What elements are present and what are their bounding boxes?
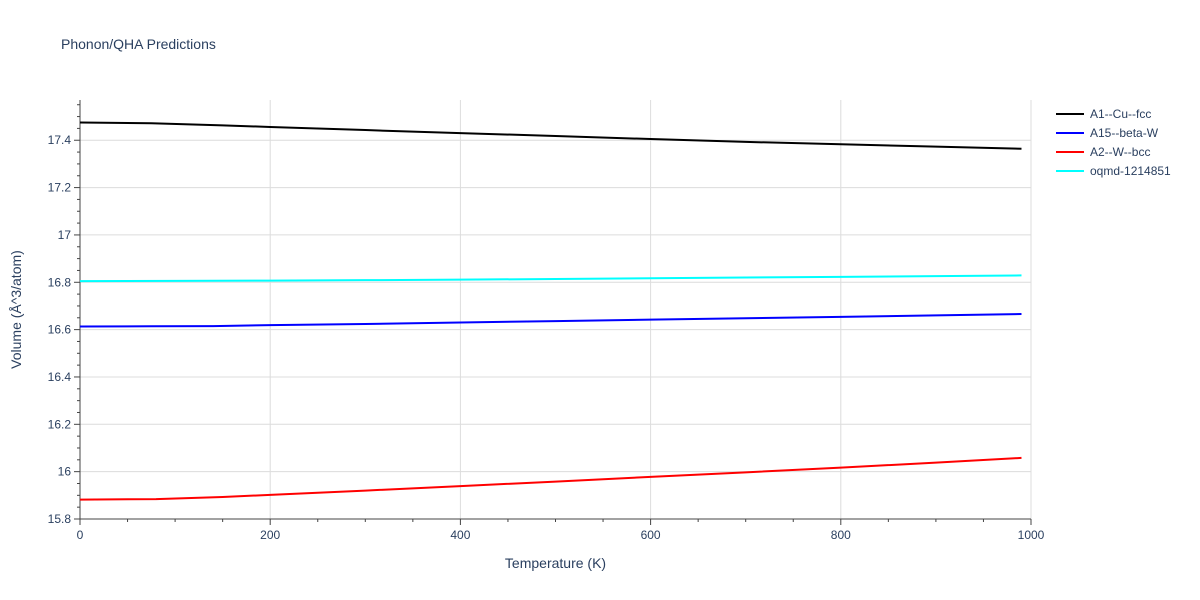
axes: 0 200 400 600 800 1000 15.8 16 16.2 16.4 16.6 16.8 1… xyxy=(48,100,1045,542)
x-tick-label: 800 xyxy=(831,528,851,542)
x-axis-title: Temperature (K) xyxy=(505,555,606,571)
series-line-4 xyxy=(79,274,1022,283)
series-line-1 xyxy=(79,121,1022,150)
series-line-3 xyxy=(79,456,1022,501)
y-tick-label: 15.8 xyxy=(48,512,72,526)
grid-lines xyxy=(80,100,1032,520)
y-tick-label: 16.2 xyxy=(48,417,72,431)
y-tick-label: 16 xyxy=(58,465,72,479)
x-tick-label: 200 xyxy=(260,528,280,542)
legend-item[interactable]: A2--W--bcc xyxy=(1056,145,1150,159)
y-tick-label: 17.2 xyxy=(48,181,72,195)
legend-item[interactable]: oqmd-1214851 xyxy=(1056,164,1171,178)
legend-label: A15--beta-W xyxy=(1090,126,1159,140)
y-tick-label: 17.4 xyxy=(48,133,72,147)
legend: A1--Cu--fcc A15--beta-W A2--W--bcc oqmd-121… xyxy=(1056,107,1171,178)
legend-item[interactable]: A1--Cu--fcc xyxy=(1056,107,1151,121)
x-tick-label: 600 xyxy=(641,528,661,542)
legend-label: A2--W--bcc xyxy=(1090,145,1150,159)
y-axis-title: Volume (Å^3/atom) xyxy=(8,250,24,369)
legend-label: A1--Cu--fcc xyxy=(1090,107,1151,121)
y-tick-label: 16.8 xyxy=(48,275,72,289)
series-layer xyxy=(79,121,1022,501)
series-line-2 xyxy=(79,313,1022,328)
y-tick-label: 16.4 xyxy=(48,370,72,384)
x-tick-label: 0 xyxy=(77,528,84,542)
y-tick-label: 16.6 xyxy=(48,323,72,337)
x-tick-label: 1000 xyxy=(1018,528,1045,542)
y-tick-label: 17 xyxy=(58,228,72,242)
x-tick-label: 400 xyxy=(450,528,470,542)
legend-label: oqmd-1214851 xyxy=(1090,164,1171,178)
legend-item[interactable]: A15--beta-W xyxy=(1056,126,1159,140)
chart-title: Phonon/QHA Predictions xyxy=(61,36,216,52)
